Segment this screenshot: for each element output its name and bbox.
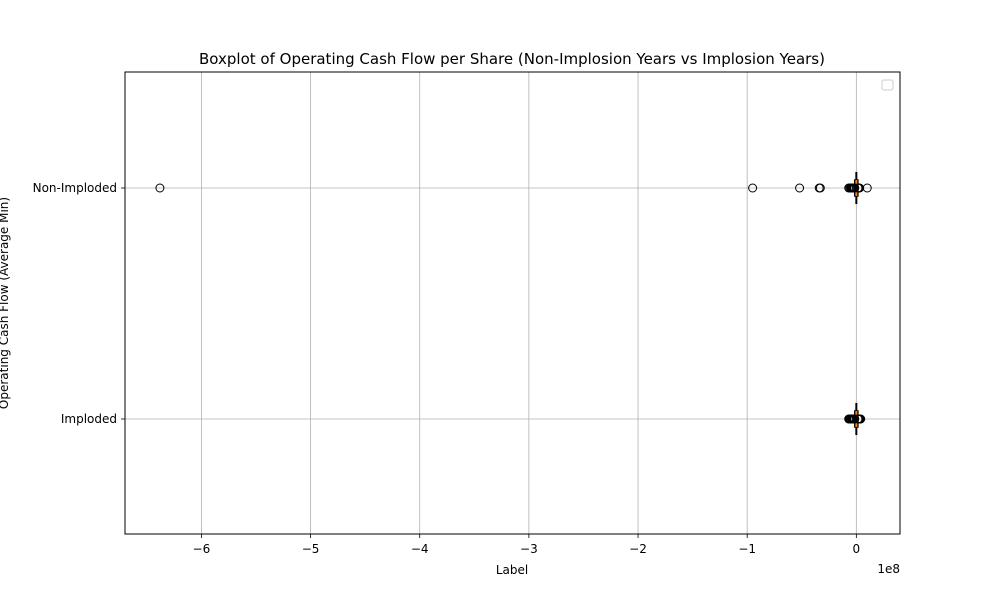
x-tick-label: −5 bbox=[302, 542, 320, 556]
x-axis-ticks: −6 −5 −4 −3 −2 −1 0 bbox=[193, 534, 861, 556]
x-tick-label: −3 bbox=[520, 542, 538, 556]
y-axis-label: Operating Cash Flow (Average Min) bbox=[0, 197, 11, 409]
y-tick-label: Non-Imploded bbox=[33, 181, 117, 195]
grid-lines bbox=[125, 72, 900, 534]
x-tick-label: −1 bbox=[738, 542, 756, 556]
outlier-point bbox=[795, 183, 805, 193]
chart-title: Boxplot of Operating Cash Flow per Share… bbox=[199, 50, 825, 68]
x-tick-label: −6 bbox=[193, 542, 211, 556]
plot-frame bbox=[124, 71, 901, 535]
legend-box bbox=[881, 79, 894, 91]
x-tick-label: −4 bbox=[411, 542, 429, 556]
x-axis-label: Label bbox=[496, 563, 528, 577]
outlier-point bbox=[862, 183, 872, 193]
outliers bbox=[155, 183, 872, 424]
outlier-point bbox=[850, 414, 860, 424]
x-tick-label: 0 bbox=[853, 542, 861, 556]
x-axis-scale-label: 1e8 bbox=[877, 562, 900, 576]
outlier-point bbox=[815, 183, 825, 193]
outlier-point bbox=[155, 183, 165, 193]
outlier-point bbox=[850, 183, 860, 193]
y-axis-ticks: Imploded Non-Imploded bbox=[33, 181, 125, 426]
outlier-point bbox=[856, 414, 866, 424]
outlier-point bbox=[748, 183, 758, 193]
y-tick-label: Imploded bbox=[61, 412, 117, 426]
x-tick-label: −2 bbox=[629, 542, 647, 556]
